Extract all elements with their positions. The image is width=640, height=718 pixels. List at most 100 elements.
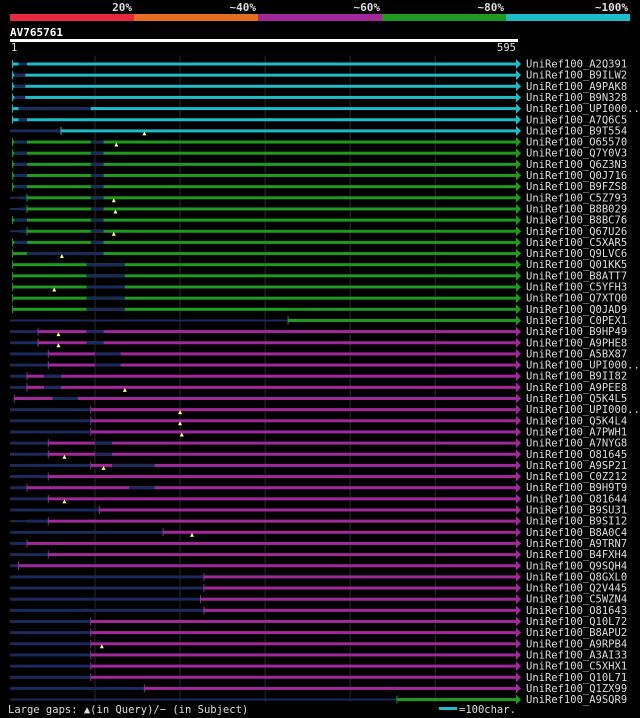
hit-row[interactable]: UniRef100_C5XAR5 — [12, 237, 628, 249]
hit-label[interactable]: UniRef100_B8B029 — [526, 203, 627, 215]
hit-label[interactable]: UniRef100_B9H9T9 — [526, 482, 627, 494]
hit-label[interactable]: UniRef100_A9SP21 — [526, 460, 627, 472]
hit-label[interactable]: UniRef100_Q01KK5 — [526, 259, 627, 271]
hit-row[interactable]: UniRef100_B9N328 — [12, 92, 628, 104]
hit-row[interactable]: UniRef100_A9TRN7 — [10, 538, 627, 550]
hit-label[interactable]: UniRef100_Q7XTQ0 — [526, 293, 627, 305]
hit-label[interactable]: UniRef100_B8BC76 — [526, 215, 627, 227]
hit-row[interactable]: UniRef100_Q01KK5 — [12, 259, 628, 271]
hit-row[interactable]: UniRef100_Q8GXL0 — [10, 571, 627, 583]
hit-row[interactable]: UniRef100_Q10L71 — [10, 672, 627, 684]
hit-label[interactable]: UniRef100_Q7Y0V3 — [526, 148, 627, 160]
hit-label[interactable]: UniRef100_Q10L71 — [526, 672, 627, 684]
hit-row[interactable]: UniRef100_B9SI12 — [10, 516, 627, 528]
hit-label[interactable]: UniRef100_Q2V445 — [526, 583, 627, 595]
hit-row[interactable]: UniRef100_O81644 — [10, 493, 627, 505]
hit-label[interactable]: UniRef100_A2Q391 — [526, 59, 627, 71]
hit-label[interactable]: UniRef100_Q5K4L5 — [526, 393, 627, 405]
hit-label[interactable]: UniRef100_Q67U26 — [526, 226, 627, 238]
hit-row[interactable]: UniRef100_Q7XTQ0 — [12, 293, 628, 305]
hit-label[interactable]: UniRef100_A9RPB4 — [526, 638, 627, 650]
hit-row[interactable]: UniRef100_A5BX87 — [10, 348, 627, 360]
hit-label[interactable]: UniRef100_B9SI12 — [526, 516, 627, 528]
hit-row[interactable]: UniRef100_Q5K4L4 — [10, 415, 627, 427]
hit-row[interactable]: UniRef100_B8ATT7 — [12, 270, 628, 282]
hit-label[interactable]: UniRef100_O81644 — [526, 493, 627, 505]
hit-row[interactable]: UniRef100_A9SP21 — [10, 460, 627, 472]
hit-row[interactable]: UniRef100_Q5K4L5 — [13, 393, 627, 405]
hit-row[interactable]: UniRef100_C5Z793 — [10, 192, 627, 204]
hit-row[interactable]: UniRef100_Q1ZX99 — [10, 683, 627, 695]
hit-label[interactable]: UniRef100_A9PHE8 — [526, 337, 627, 349]
hit-row[interactable]: UniRef100_C0Z212 — [10, 471, 627, 483]
hit-label[interactable]: UniRef100_B9II82 — [526, 371, 627, 383]
hit-row[interactable]: UniRef100_O81645 — [10, 449, 627, 461]
hit-label[interactable]: UniRef100_A9TRN7 — [526, 538, 627, 550]
hit-row[interactable]: UniRef100_O65570 — [12, 137, 628, 149]
hit-row[interactable]: UniRef100_B8BC76 — [12, 215, 628, 227]
hit-row[interactable]: UniRef100_A9PEE8 — [10, 382, 627, 394]
hit-row[interactable]: UniRef100_Q9SQH4 — [10, 560, 627, 572]
hit-label[interactable]: UniRef100_B9FZS8 — [526, 181, 627, 193]
hit-label[interactable]: UniRef100_C5YFH3 — [526, 282, 627, 294]
hit-row[interactable]: UniRef100_Q9LVC6 — [12, 248, 628, 260]
hit-row[interactable]: UniRef100_A9SQR9 — [10, 694, 627, 706]
hit-row[interactable]: UniRef100_Q2V445 — [10, 583, 627, 595]
hit-label[interactable]: UniRef100_Q9SQH4 — [526, 560, 627, 572]
hit-row[interactable]: UniRef100_B9II82 — [10, 371, 627, 383]
hit-row[interactable]: UniRef100_O81643 — [10, 605, 627, 617]
hit-label[interactable]: UniRef100_Q0J716 — [526, 170, 627, 182]
hit-row[interactable]: UniRef100_A7Q6C5 — [12, 114, 628, 126]
hit-row[interactable]: UniRef100_Q7Y0V3 — [12, 148, 628, 160]
hit-label[interactable]: UniRef100_B8A0C4 — [526, 527, 627, 539]
hit-label[interactable]: UniRef100_Q0JAD9 — [526, 304, 627, 316]
hit-row[interactable]: UniRef100_B4FXH4 — [10, 549, 627, 561]
hit-row[interactable]: UniRef100_Q0J716 — [12, 170, 628, 182]
hit-label[interactable]: UniRef100_A9PAK8 — [526, 81, 627, 93]
hit-label[interactable]: UniRef100_O81645 — [526, 449, 627, 461]
hit-label[interactable]: UniRef100_Q1ZX99 — [526, 683, 627, 695]
hit-label[interactable]: UniRef100_B4FXH4 — [526, 549, 627, 561]
hit-label[interactable]: UniRef100_B8ATT7 — [526, 270, 627, 282]
hit-label[interactable]: UniRef100_UPI000.. — [526, 360, 640, 372]
hit-label[interactable]: UniRef100_Q6Z3N3 — [526, 159, 627, 171]
hit-row[interactable]: UniRef100_B9SU31 — [10, 505, 627, 517]
hit-label[interactable]: UniRef100_UPI000.. — [526, 103, 640, 115]
hit-label[interactable]: UniRef100_A9PEE8 — [526, 382, 627, 394]
hit-row[interactable]: UniRef100_Q6Z3N3 — [12, 159, 628, 171]
hit-label[interactable]: UniRef100_C0Z212 — [526, 471, 627, 483]
hit-row[interactable]: UniRef100_B9HP49 — [10, 326, 627, 338]
hit-row[interactable]: UniRef100_Q67U26 — [10, 226, 627, 238]
hit-label[interactable]: UniRef100_B9T554 — [526, 125, 627, 137]
hit-label[interactable]: UniRef100_C5Z793 — [526, 192, 627, 204]
hit-label[interactable]: UniRef100_UPI000.. — [526, 404, 640, 416]
hit-row[interactable]: UniRef100_A9PHE8 — [10, 337, 627, 349]
hit-label[interactable]: UniRef100_B9ILW2 — [526, 70, 627, 82]
hit-row[interactable]: UniRef100_A7NYG8 — [10, 438, 627, 450]
hit-row[interactable]: UniRef100_A9PAK8 — [12, 81, 628, 93]
hit-row[interactable]: UniRef100_A7PWH1 — [10, 426, 627, 438]
hit-label[interactable]: UniRef100_Q9LVC6 — [526, 248, 627, 260]
hit-row[interactable]: UniRef100_Q10L72 — [10, 616, 627, 628]
hit-label[interactable]: UniRef100_A7PWH1 — [526, 426, 627, 438]
hit-row[interactable]: UniRef100_A3AI33 — [10, 649, 627, 661]
hit-label[interactable]: UniRef100_A7NYG8 — [526, 438, 627, 450]
hit-row[interactable]: UniRef100_B9FZS8 — [12, 181, 628, 193]
hit-row[interactable]: UniRef100_B8APU2 — [10, 627, 627, 639]
hit-label[interactable]: UniRef100_B9SU31 — [526, 505, 627, 517]
hit-row[interactable]: UniRef100_UPI000.. — [10, 360, 640, 372]
hit-label[interactable]: UniRef100_O65570 — [526, 137, 627, 149]
hit-label[interactable]: UniRef100_B9N328 — [526, 92, 627, 104]
hit-row[interactable]: UniRef100_C5XHX1 — [10, 661, 627, 673]
hit-row[interactable]: UniRef100_C5YFH3 — [12, 282, 628, 294]
hit-label[interactable]: UniRef100_C5WZN4 — [526, 594, 627, 606]
hit-row[interactable]: UniRef100_UPI000.. — [12, 103, 640, 115]
hit-label[interactable]: UniRef100_C5XAR5 — [526, 237, 627, 249]
hit-row[interactable]: UniRef100_B9H9T9 — [10, 482, 627, 494]
hit-row[interactable]: UniRef100_B8A0C4 — [10, 527, 627, 539]
hit-row[interactable]: UniRef100_UPI000.. — [10, 404, 640, 416]
hit-row[interactable]: UniRef100_B9T554 — [10, 125, 627, 137]
hit-label[interactable]: UniRef100_Q5K4L4 — [526, 415, 627, 427]
hit-label[interactable]: UniRef100_B8APU2 — [526, 627, 627, 639]
hit-row[interactable]: UniRef100_Q0JAD9 — [12, 304, 628, 316]
